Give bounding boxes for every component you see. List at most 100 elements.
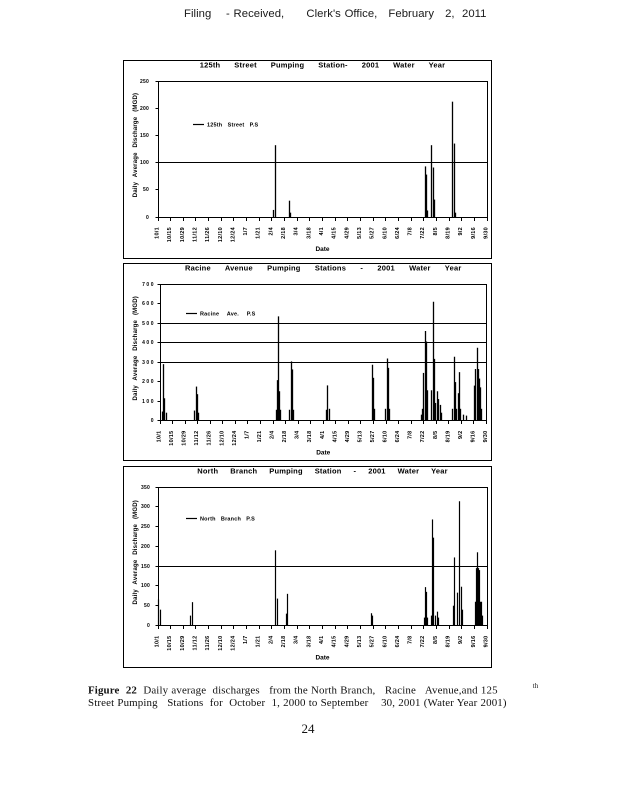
svg-text:8/19: 8/19 — [445, 430, 451, 442]
svg-text:2/4: 2/4 — [268, 634, 274, 643]
svg-text:6/24: 6/24 — [394, 226, 400, 239]
svg-text:4/1: 4/1 — [319, 635, 325, 644]
svg-text:9/2: 9/2 — [457, 430, 463, 439]
svg-text:250: 250 — [140, 79, 149, 85]
svg-text:5/27: 5/27 — [369, 227, 375, 239]
svg-text:6/10: 6/10 — [382, 227, 388, 239]
svg-text:3/18: 3/18 — [306, 635, 312, 647]
svg-text:6/10: 6/10 — [382, 635, 388, 647]
svg-text:9/2: 9/2 — [458, 227, 464, 236]
svg-text:1/21: 1/21 — [255, 227, 261, 239]
svg-text:1/21: 1/21 — [256, 430, 262, 442]
svg-text:Daily Average Discharge (MGD): Daily Average Discharge (MGD) — [133, 296, 139, 400]
svg-text:200: 200 — [141, 544, 150, 550]
svg-text:300: 300 — [142, 360, 155, 366]
svg-text:5/13: 5/13 — [357, 430, 363, 442]
svg-text:2/4: 2/4 — [269, 429, 275, 438]
svg-text:5/27: 5/27 — [369, 430, 375, 442]
svg-text:4/15: 4/15 — [332, 430, 338, 442]
svg-text:Date: Date — [315, 654, 329, 661]
svg-text:1/21: 1/21 — [255, 635, 261, 647]
svg-text:9/30: 9/30 — [483, 430, 489, 442]
svg-text:5/27: 5/27 — [369, 635, 375, 647]
svg-text:12/10: 12/10 — [217, 635, 223, 650]
svg-text:Daily Average Discharge (MGD): Daily Average Discharge (MGD) — [133, 92, 139, 196]
svg-text:1/7: 1/7 — [243, 635, 249, 644]
svg-text:125th Street P.S: 125th Street P.S — [207, 122, 259, 128]
svg-text:4/29: 4/29 — [344, 227, 350, 239]
svg-text:350: 350 — [141, 485, 150, 491]
svg-text:12/10: 12/10 — [219, 430, 225, 445]
svg-text:11/12: 11/12 — [192, 227, 198, 242]
svg-text:9/16: 9/16 — [470, 635, 476, 647]
svg-text:3/18: 3/18 — [306, 227, 312, 239]
svg-text:9/16: 9/16 — [470, 227, 476, 239]
svg-text:50: 50 — [144, 603, 150, 609]
svg-text:300: 300 — [141, 504, 150, 510]
svg-text:0: 0 — [147, 623, 150, 629]
svg-text:2/18: 2/18 — [281, 635, 287, 647]
svg-text:5/13: 5/13 — [356, 227, 362, 239]
svg-text:10/29: 10/29 — [179, 635, 185, 650]
svg-text:7/8: 7/8 — [407, 227, 413, 236]
svg-text:400: 400 — [142, 340, 155, 346]
svg-text:8/5: 8/5 — [432, 430, 438, 439]
svg-text:8/19: 8/19 — [445, 635, 451, 647]
svg-text:0: 0 — [146, 215, 149, 221]
svg-text:9/30: 9/30 — [483, 635, 489, 647]
svg-text:North Branch P.S: North Branch P.S — [200, 516, 255, 522]
svg-text:4/29: 4/29 — [344, 430, 350, 442]
svg-text:11/12: 11/12 — [192, 635, 198, 650]
svg-text:10/15: 10/15 — [167, 227, 173, 242]
svg-text:10/1: 10/1 — [154, 635, 160, 647]
svg-text:12/10: 12/10 — [217, 227, 223, 242]
svg-text:100: 100 — [140, 160, 149, 166]
svg-text:2/4: 2/4 — [268, 226, 274, 235]
svg-text:12/24: 12/24 — [230, 634, 236, 650]
svg-text:7/22: 7/22 — [420, 430, 426, 442]
svg-text:10/1: 10/1 — [156, 430, 162, 442]
svg-text:125th Street Pumping Station-: 125th Street Pumping Station- 2001 Water… — [199, 60, 445, 69]
svg-text:11/26: 11/26 — [205, 227, 211, 242]
svg-text:12/24: 12/24 — [230, 226, 236, 242]
svg-text:Daily Average Discharge (MGD): Daily Average Discharge (MGD) — [133, 500, 139, 604]
svg-text:North Branch Pumping Station -: North Branch Pumping Station - 2001 Wate… — [197, 466, 447, 475]
svg-text:7/8: 7/8 — [407, 430, 413, 439]
svg-text:1/7: 1/7 — [243, 227, 249, 236]
svg-text:10/29: 10/29 — [181, 430, 187, 445]
svg-text:2/18: 2/18 — [281, 227, 287, 239]
svg-text:Date: Date — [316, 449, 330, 456]
svg-text:11/12: 11/12 — [194, 430, 200, 445]
svg-text:50: 50 — [143, 187, 149, 193]
svg-text:250: 250 — [141, 524, 150, 530]
svg-text:3/18: 3/18 — [307, 430, 313, 442]
svg-text:3/4: 3/4 — [293, 226, 299, 235]
svg-text:4/15: 4/15 — [331, 635, 337, 647]
svg-text:9/2: 9/2 — [458, 635, 464, 644]
svg-text:100: 100 — [141, 583, 150, 589]
svg-text:2/18: 2/18 — [282, 430, 288, 442]
svg-text:9/16: 9/16 — [470, 430, 476, 442]
svg-text:10/1: 10/1 — [154, 227, 160, 239]
svg-text:4/1: 4/1 — [319, 430, 325, 439]
svg-text:6/24: 6/24 — [394, 634, 400, 647]
svg-text:200: 200 — [142, 379, 155, 385]
svg-text:100: 100 — [142, 399, 155, 405]
svg-text:6/24: 6/24 — [395, 429, 401, 442]
svg-text:0: 0 — [150, 418, 154, 424]
svg-text:8/5: 8/5 — [432, 227, 438, 236]
svg-text:Date: Date — [315, 246, 329, 253]
svg-text:500: 500 — [142, 321, 155, 327]
svg-text:3/4: 3/4 — [293, 634, 299, 643]
svg-text:4/1: 4/1 — [319, 227, 325, 236]
svg-text:8/5: 8/5 — [432, 635, 438, 644]
svg-text:Racine Ave. P.S: Racine Ave. P.S — [200, 311, 256, 317]
svg-text:150: 150 — [140, 133, 149, 139]
svg-text:9/30: 9/30 — [483, 227, 489, 239]
svg-text:8/19: 8/19 — [445, 227, 451, 239]
svg-text:200: 200 — [140, 106, 149, 112]
svg-text:3/4: 3/4 — [294, 429, 300, 438]
svg-text:5/13: 5/13 — [356, 635, 362, 647]
svg-text:4/29: 4/29 — [344, 635, 350, 647]
svg-text:11/26: 11/26 — [205, 635, 211, 650]
